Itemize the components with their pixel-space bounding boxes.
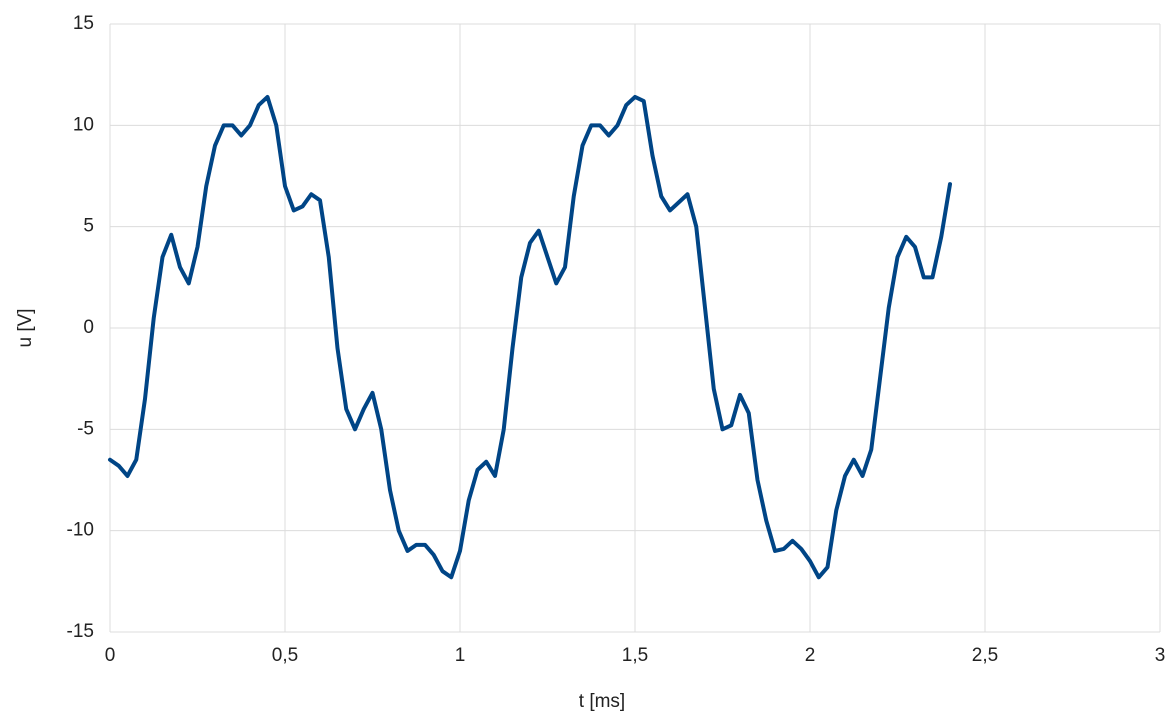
x-tick-label: 2 [805, 645, 816, 666]
y-tick-label: -5 [77, 418, 94, 439]
x-tick-label: 3 [1155, 645, 1166, 666]
x-tick-label: 0,5 [272, 645, 298, 666]
y-tick-label: -10 [67, 520, 94, 541]
x-tick-label: 0 [105, 645, 116, 666]
x-tick-label: 1 [455, 645, 466, 666]
y-tick-label: 0 [83, 317, 94, 338]
y-tick-label: 5 [83, 216, 94, 237]
x-tick-label: 2,5 [972, 645, 998, 666]
x-tick-label: 1,5 [622, 645, 648, 666]
data-line [108, 94, 952, 580]
y-tick-label: 15 [73, 13, 94, 34]
y-tick-label: -15 [67, 621, 94, 642]
x-axis-label: t [ms] [579, 691, 625, 712]
y-axis-label: u [V] [15, 308, 36, 347]
y-tick-label: 10 [73, 114, 94, 135]
